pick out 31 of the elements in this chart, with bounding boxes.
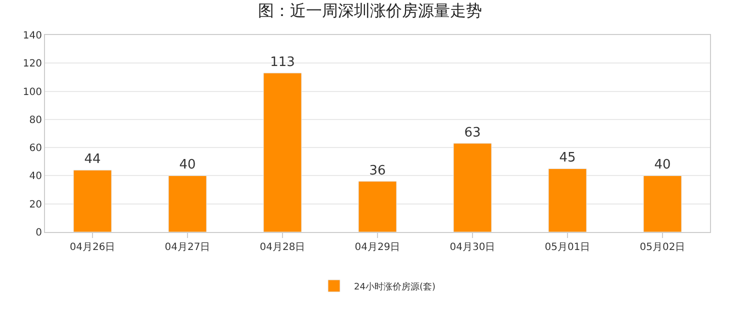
bar xyxy=(168,175,207,232)
y-tick-label: 100 xyxy=(22,86,42,98)
y-tick-label: 140 xyxy=(22,30,42,42)
data-label: 44 xyxy=(84,152,101,168)
chart-title: 图：近一周深圳涨价房源量走势 xyxy=(258,0,482,20)
data-label: 113 xyxy=(270,54,295,70)
bar xyxy=(453,143,492,232)
data-label: 40 xyxy=(654,158,671,173)
x-tick-label: 04月29日 xyxy=(354,242,400,253)
y-tick-label: 40 xyxy=(29,171,42,182)
x-tick-label: 04月27日 xyxy=(164,242,210,253)
x-tick-label: 05月01日 xyxy=(544,242,590,253)
bar xyxy=(358,181,397,232)
x-tick-label: 04月28日 xyxy=(260,242,306,253)
y-tick-label: 120 xyxy=(22,58,42,70)
bar xyxy=(73,170,112,232)
bar xyxy=(548,168,587,232)
y-tick-label: 0 xyxy=(36,228,42,238)
bar xyxy=(263,72,302,232)
y-tick-label: 20 xyxy=(29,199,42,210)
x-tick-label: 05月02日 xyxy=(640,242,686,253)
data-label: 40 xyxy=(179,158,196,173)
bar xyxy=(643,175,682,232)
data-label: 36 xyxy=(369,163,386,178)
y-tick-label: 60 xyxy=(29,143,42,154)
y-tick-label: 80 xyxy=(29,114,42,126)
legend-label: 24小时涨价房源(套) xyxy=(354,281,436,292)
x-tick-label: 04月30日 xyxy=(450,242,496,253)
data-label: 45 xyxy=(559,150,576,166)
data-label: 63 xyxy=(464,125,481,140)
x-tick-label: 04月26日 xyxy=(70,242,116,253)
